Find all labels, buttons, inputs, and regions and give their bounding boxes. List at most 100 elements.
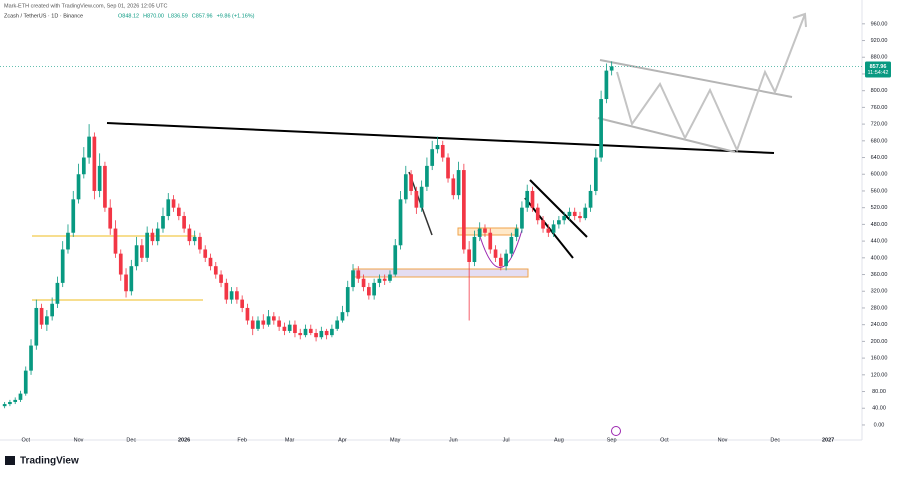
x-tick-label: Oct [21, 437, 30, 443]
candle-body [393, 245, 398, 275]
candle-body [235, 291, 239, 300]
y-tick-label: 40.00 [872, 406, 886, 412]
candle-body [340, 312, 345, 321]
countdown: 11:54:42 [867, 70, 888, 76]
candle-body [578, 216, 582, 219]
candle-body [382, 278, 387, 281]
candle-body [45, 316, 49, 325]
candle-body [108, 207, 113, 229]
y-tick-label: 560.00 [871, 188, 888, 194]
candle-body [277, 320, 281, 327]
candle-body [509, 236, 514, 254]
ohlc-value: +9.86 (+1.16%) [217, 13, 255, 19]
ohlc-value: O848.12 [118, 13, 139, 19]
candle-body [113, 228, 118, 254]
y-tick-label: 920.00 [871, 38, 888, 44]
candle-body [81, 157, 86, 175]
candle-body [562, 216, 567, 221]
y-tick-label: 400.00 [871, 255, 888, 261]
candle-body [50, 303, 54, 317]
candle-body [118, 253, 123, 275]
candle-body [335, 320, 340, 329]
candle-body [446, 157, 450, 179]
candle-body [472, 236, 477, 262]
support-box [353, 268, 529, 278]
candle-body [145, 232, 150, 258]
candle-body [498, 257, 503, 267]
candle-body [266, 316, 271, 325]
candle-body [520, 207, 524, 229]
x-tick-label: May [390, 437, 401, 443]
candle-body [588, 190, 593, 208]
candle-body [435, 144, 440, 150]
candle-body [55, 282, 60, 304]
x-tick-label: Mar [285, 437, 295, 443]
x-tick-label: 2027 [822, 437, 834, 443]
channel-line [599, 59, 793, 98]
candle-body [182, 216, 186, 229]
y-tick-label: 880.00 [871, 55, 888, 61]
candle-body [140, 245, 144, 258]
candle-body [240, 299, 245, 308]
candle-body [345, 287, 350, 313]
candle-body [71, 199, 76, 233]
y-tick-label: 360.00 [871, 272, 888, 278]
last-price-box [865, 61, 891, 78]
candle-body [92, 136, 97, 191]
trendline [106, 122, 775, 154]
candle-body [13, 399, 18, 402]
candle-body [271, 316, 276, 321]
x-tick-label: Apr [338, 437, 347, 443]
y-tick-label: 440.00 [871, 239, 888, 245]
candle-body [2, 404, 7, 407]
candle-body [599, 99, 603, 158]
candle-body [356, 270, 361, 279]
candle-body [87, 136, 91, 158]
candle-body [361, 278, 366, 288]
candle-body [208, 257, 213, 267]
candle-body [66, 232, 70, 250]
channel-line [597, 117, 736, 153]
candle-body [198, 236, 202, 250]
candle-body [282, 326, 287, 331]
x-tick-label: Sep [607, 437, 617, 443]
y-tick-label: 160.00 [871, 356, 888, 362]
y-tick-label: 80.00 [872, 389, 886, 395]
candle-body [34, 307, 39, 346]
candle-body [176, 207, 181, 217]
candle-body [324, 330, 329, 336]
candle-body [377, 278, 382, 283]
event-marker[interactable] [611, 426, 621, 436]
candle-body [308, 328, 313, 334]
candle-body [18, 393, 23, 400]
y-tick-label: 280.00 [871, 305, 888, 311]
candle-body [604, 70, 609, 100]
candle-body [192, 236, 197, 242]
candle-body [213, 266, 218, 275]
candle-body [535, 207, 540, 221]
y-tick-label: 640.00 [871, 155, 888, 161]
candle-body [372, 282, 376, 296]
credit: Mark-ETH created with TradingView.com, S… [4, 3, 167, 9]
candle-body [261, 320, 266, 325]
candle-body [477, 228, 482, 237]
candle-body [229, 291, 234, 300]
candle-body [351, 270, 355, 288]
candle-body [103, 165, 107, 208]
candle-body [493, 249, 498, 258]
y-tick-label: 240.00 [871, 322, 888, 328]
candle-body [29, 345, 33, 371]
cup-curve [477, 229, 523, 268]
candle-body [504, 253, 508, 267]
candle-body [224, 282, 229, 300]
y-tick-label: 800.00 [871, 88, 888, 94]
y-tick-label: 720.00 [871, 122, 888, 128]
candle-body [583, 207, 588, 219]
y-tick-label: 120.00 [871, 372, 888, 378]
candle-body [161, 216, 165, 229]
candle-body [76, 174, 81, 200]
candle-body [430, 149, 435, 166]
resistance-box [457, 227, 519, 236]
x-tick-label: Aug [554, 437, 564, 443]
candle-body [287, 324, 292, 331]
